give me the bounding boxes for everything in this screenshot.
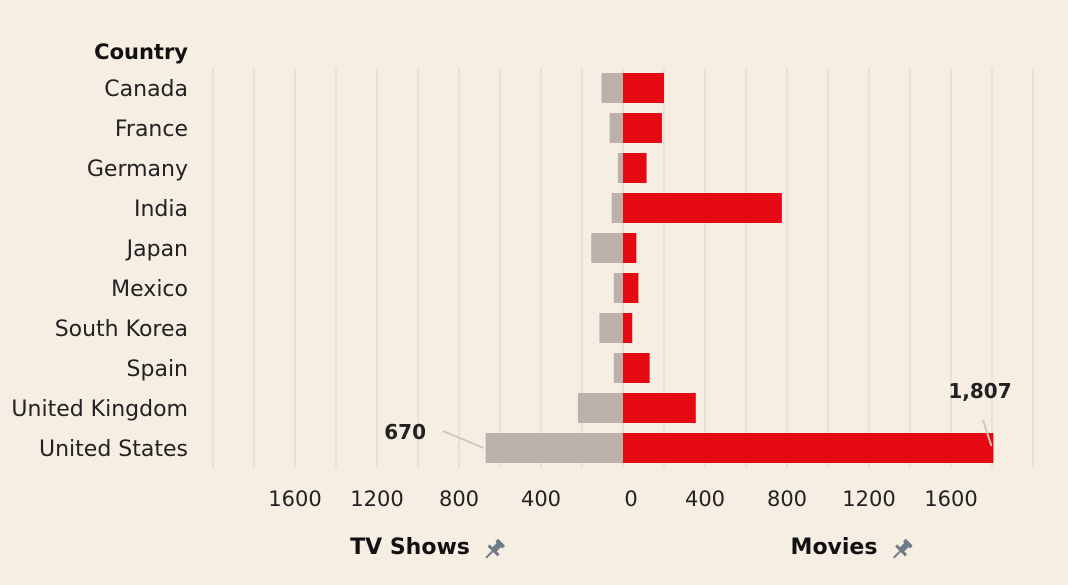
annotation-leader (982, 419, 993, 447)
tick-label: 0 (624, 487, 637, 511)
category-label: Spain (127, 357, 188, 382)
category-label: Mexico (111, 277, 188, 302)
pin-icon-base (895, 544, 908, 557)
row-header: Country (94, 40, 188, 64)
tick-label: 800 (767, 487, 807, 511)
tick-label: 1600 (268, 487, 321, 511)
tv-shows-bar[interactable] (599, 313, 623, 343)
pin-icon-needle (485, 550, 494, 559)
movies-bar[interactable] (623, 193, 782, 223)
movies-bar[interactable] (623, 433, 994, 463)
movies-bar[interactable] (623, 393, 696, 423)
category-label: Japan (125, 237, 188, 262)
axis-titles: TV Shows Movies (350, 535, 914, 562)
tv-shows-bar[interactable] (591, 233, 623, 263)
movies-bar[interactable] (623, 313, 633, 343)
pin-icon-base (487, 544, 500, 557)
tv-shows-bar[interactable] (613, 273, 623, 303)
category-label: Germany (87, 157, 188, 182)
category-label: United States (39, 437, 188, 462)
category-label: South Korea (55, 317, 188, 342)
pin-icon[interactable] (889, 537, 914, 562)
movies-bar[interactable] (623, 113, 662, 143)
movies-bar[interactable] (623, 273, 639, 303)
tv-shows-bar[interactable] (617, 153, 623, 183)
annotation-leader (442, 430, 485, 449)
tv-shows-bar[interactable] (611, 193, 623, 223)
movies-bar[interactable] (623, 233, 637, 263)
tick-label: 400 (521, 487, 561, 511)
tv-shows-value-label: 670 (384, 420, 426, 444)
pin-icon-head (903, 539, 913, 549)
movies-axis-title: Movies (791, 535, 878, 560)
tv-shows-axis-title: TV Shows (350, 535, 470, 560)
pin-icon[interactable] (481, 537, 506, 562)
tv-shows-bar[interactable] (485, 433, 623, 463)
category-label: France (115, 117, 188, 142)
movies-bar[interactable] (623, 73, 664, 103)
pin-icon-head (495, 539, 505, 549)
category-label: Canada (104, 77, 188, 102)
tick-label: 1600 (924, 487, 977, 511)
annotations: 670 1,807 (384, 379, 1012, 449)
movies-bar[interactable] (623, 353, 650, 383)
tick-label: 800 (439, 487, 479, 511)
pin-icon-needle (892, 550, 901, 559)
x-axis-ticks: 1600 1200 800 400 0 400 800 1200 1600 (268, 487, 977, 511)
tv-shows-bar[interactable] (613, 353, 623, 383)
tick-label: 400 (685, 487, 725, 511)
tv-shows-bar[interactable] (609, 113, 623, 143)
tick-label: 1200 (842, 487, 895, 511)
row-labels: Country Canada France Germany India Japan Mexi… (11, 40, 188, 462)
category-label: India (134, 197, 188, 222)
movies-bar[interactable] (623, 153, 647, 183)
category-label: United Kingdom (11, 397, 188, 422)
tv-shows-bar[interactable] (601, 73, 623, 103)
bars (485, 73, 994, 463)
tv-shows-bar[interactable] (577, 393, 623, 423)
movies-value-label: 1,807 (948, 379, 1011, 403)
tick-label: 1200 (350, 487, 403, 511)
